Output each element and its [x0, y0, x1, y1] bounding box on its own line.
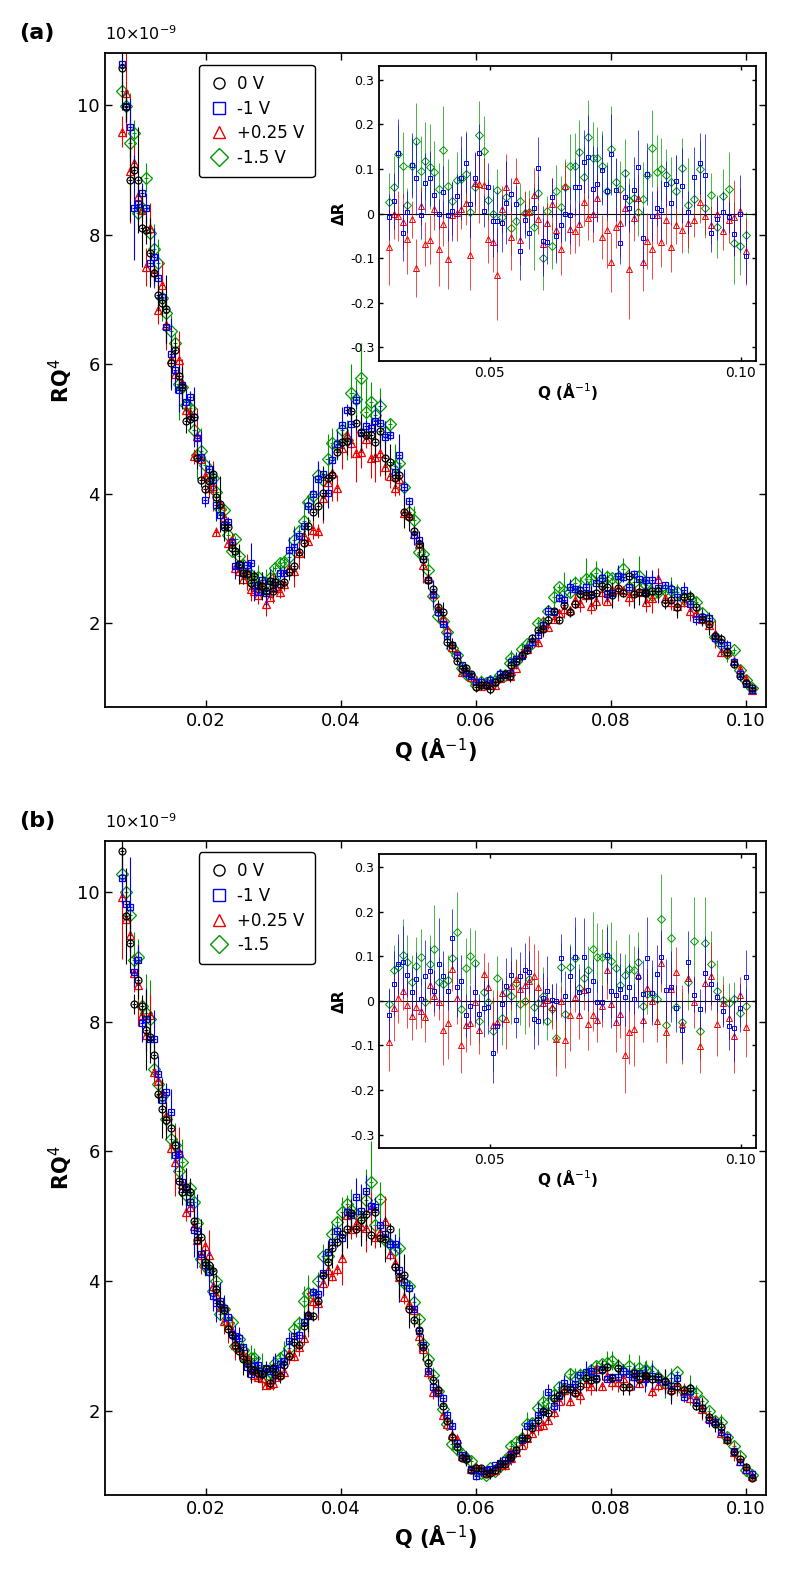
X-axis label: Q (Å$^{-1}$): Q (Å$^{-1}$): [394, 736, 477, 764]
Y-axis label: RQ$^4$: RQ$^4$: [46, 1146, 74, 1190]
X-axis label: Q (Å$^{-1}$): Q (Å$^{-1}$): [394, 1522, 477, 1551]
Legend: 0 V, -1 V, +0.25 V, -1.5: 0 V, -1 V, +0.25 V, -1.5: [199, 853, 314, 965]
Legend: 0 V, -1 V, +0.25 V, -1.5 V: 0 V, -1 V, +0.25 V, -1.5 V: [199, 65, 314, 177]
Y-axis label: RQ$^4$: RQ$^4$: [46, 358, 74, 402]
Text: 10×10$^{-9}$: 10×10$^{-9}$: [105, 25, 177, 44]
Text: 10×10$^{-9}$: 10×10$^{-9}$: [105, 812, 177, 831]
Text: (b): (b): [19, 810, 55, 831]
Text: (a): (a): [19, 24, 54, 44]
